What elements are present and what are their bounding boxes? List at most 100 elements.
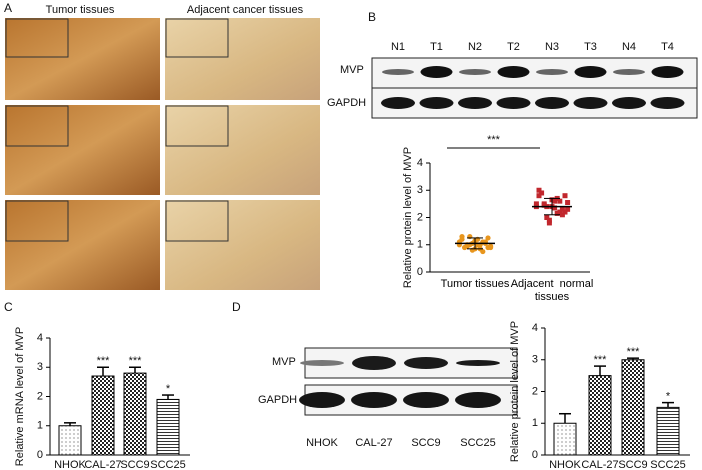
y-tick-label: 0 — [532, 449, 538, 461]
bar — [156, 398, 180, 456]
y-tick-label: 1 — [37, 420, 43, 432]
y-axis-label: Relative protein level of MVP — [509, 321, 521, 462]
lane-label: T1 — [430, 41, 443, 53]
histology — [5, 18, 320, 290]
band — [574, 66, 607, 78]
band — [496, 97, 531, 109]
band — [300, 360, 344, 366]
bar — [588, 375, 612, 456]
x-tick-label-box: Adjacent normal tissues — [511, 278, 594, 303]
band — [459, 69, 491, 75]
image — [165, 18, 320, 100]
blot-row-label: GAPDH — [258, 394, 297, 406]
column-label: Adjacent cancer tissues — [187, 4, 304, 16]
y-tick-label: 4 — [532, 322, 538, 334]
blot-row-label: MVP — [340, 64, 364, 76]
y-axis-label: Relative protein level of MVP — [402, 147, 414, 288]
column-label: Tumor tissues — [46, 4, 115, 16]
y-tick-label: 2 — [37, 390, 43, 402]
bar — [553, 422, 577, 456]
y-tick-label: 0 — [37, 449, 43, 461]
lane-label: N1 — [391, 41, 405, 53]
point — [554, 210, 560, 216]
x-tick-label: SCC9 — [618, 459, 647, 470]
x-tick-label: Tumor tissues — [440, 278, 510, 290]
band — [573, 97, 608, 109]
lane-label: N4 — [622, 41, 636, 53]
y-tick-label: 3 — [37, 361, 43, 373]
band — [382, 69, 414, 75]
image — [5, 105, 160, 195]
blot-row-label: MVP — [272, 356, 296, 368]
significance: *** — [129, 355, 143, 367]
band — [497, 66, 530, 78]
band — [351, 392, 397, 408]
band — [613, 69, 645, 75]
lane-label: N2 — [468, 41, 482, 53]
point — [488, 244, 494, 251]
point — [546, 217, 552, 223]
y-tick-label: 3 — [532, 354, 538, 366]
significance: *** — [487, 134, 501, 146]
point — [459, 236, 465, 242]
x-tick-label: CAL-27 — [84, 459, 121, 470]
band — [455, 392, 501, 408]
point — [552, 198, 558, 204]
x-tick-label: SCC25 — [650, 459, 685, 470]
band — [381, 97, 415, 109]
band — [352, 356, 396, 370]
band — [650, 97, 685, 109]
point — [544, 215, 550, 220]
bar — [123, 372, 147, 456]
panel-label: C — [4, 300, 13, 314]
bar — [91, 375, 115, 456]
band — [458, 97, 492, 109]
point — [565, 206, 571, 212]
inset-frames — [5, 18, 229, 242]
point — [562, 209, 568, 215]
image — [165, 200, 320, 290]
image — [165, 105, 320, 195]
band — [419, 97, 454, 109]
panel-label: B — [368, 10, 376, 24]
lane-label: CAL-27 — [355, 437, 392, 449]
point — [557, 209, 563, 215]
y-tick-label: 1 — [417, 239, 423, 251]
panel-label: D — [232, 300, 241, 314]
band — [404, 357, 448, 369]
image — [5, 200, 160, 290]
significance: *** — [594, 354, 608, 366]
band — [420, 66, 453, 78]
bar — [58, 425, 82, 456]
band — [299, 392, 345, 408]
point — [539, 190, 545, 196]
lane-label: SCC9 — [411, 437, 440, 449]
band — [535, 97, 569, 109]
y-tick-label: 4 — [37, 332, 43, 344]
lane-label: SCC25 — [460, 437, 495, 449]
bar — [621, 359, 645, 456]
band — [612, 97, 646, 109]
panel-label: A — [4, 1, 12, 15]
image — [5, 18, 160, 100]
point — [480, 248, 486, 255]
lane-label: T4 — [661, 41, 674, 53]
y-tick-label: 4 — [417, 157, 423, 169]
y-tick-label: 0 — [417, 266, 423, 278]
lane-label: N3 — [545, 41, 559, 53]
lane-label: T2 — [507, 41, 520, 53]
x-tick-label: NHOK — [54, 459, 86, 470]
x-tick-label: SCC9 — [120, 459, 149, 470]
point — [559, 212, 565, 218]
blot-row-label: GAPDH — [327, 97, 366, 109]
x-tick-label-box: Tumor tissues — [440, 278, 510, 290]
y-tick-label: 1 — [532, 417, 538, 429]
point — [485, 235, 491, 241]
point — [533, 201, 539, 207]
point — [536, 187, 542, 193]
band — [651, 66, 684, 78]
band — [403, 392, 449, 408]
significance: * — [666, 391, 671, 403]
lane-label: NHOK — [306, 437, 338, 449]
